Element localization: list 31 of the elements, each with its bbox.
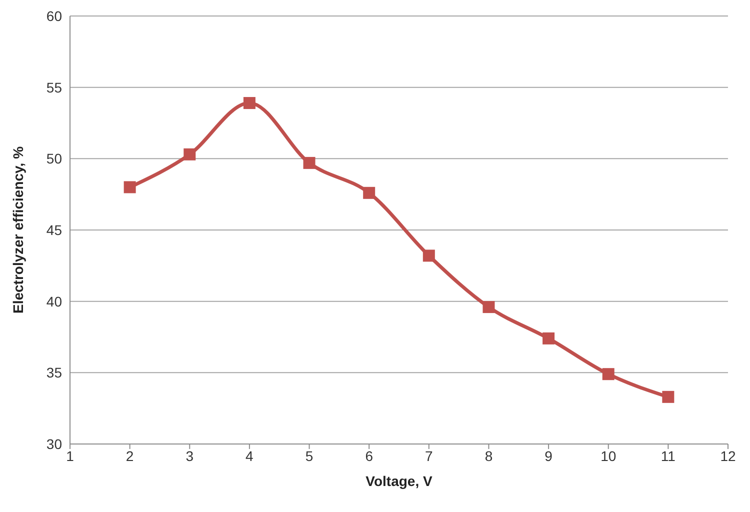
y-tick-label: 45	[46, 222, 62, 238]
point	[124, 181, 136, 194]
x-tick-label: 5	[305, 448, 314, 464]
x-tick-label: 4	[246, 448, 254, 464]
point	[542, 332, 555, 344]
y-tick-label: 55	[46, 79, 62, 96]
point	[243, 97, 256, 110]
point	[303, 156, 316, 169]
y-tick-label: 60	[46, 8, 62, 24]
x-tick-label: 9	[544, 448, 553, 464]
x-tick-label: 6	[365, 448, 374, 464]
x-tick-label: 1	[66, 448, 74, 464]
x-tick-label: 12	[720, 448, 736, 464]
point	[482, 301, 495, 314]
x-tick-label: 3	[186, 448, 194, 464]
point	[184, 148, 196, 160]
x-tick-label: 8	[484, 448, 493, 464]
x-axis-title: Voltage, V	[366, 473, 433, 489]
y-tick-label: 40	[46, 293, 62, 310]
y-axis-title: Electrolyzer efficiency, %	[10, 146, 26, 314]
x-tick-label: 10	[600, 448, 616, 464]
point	[422, 250, 435, 262]
x-tick-label: 7	[425, 448, 434, 464]
point	[602, 368, 614, 380]
y-tick-label: 35	[46, 364, 62, 381]
y-tick-label: 30	[46, 436, 62, 452]
x-tick-label: 2	[126, 448, 134, 464]
point	[363, 186, 376, 199]
y-tick-label: 50	[46, 150, 62, 167]
point	[662, 390, 674, 403]
x-tick-label: 11	[660, 448, 676, 464]
